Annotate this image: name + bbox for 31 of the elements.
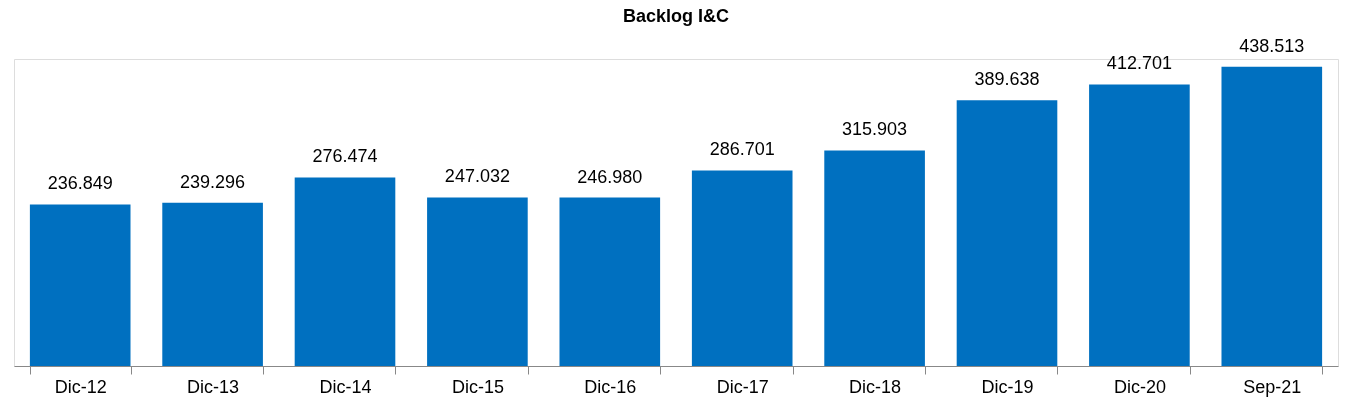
bar: [956, 100, 1058, 366]
data-label: 236.849: [47, 173, 113, 194]
bar: [427, 197, 528, 366]
data-label: 239.296: [180, 171, 246, 192]
data-label: 286.701: [709, 139, 775, 160]
data-label: 389.638: [974, 69, 1040, 90]
bar: [1089, 84, 1190, 366]
data-label: 246.980: [577, 166, 643, 187]
x-tick-label: Dic-20: [1113, 376, 1166, 397]
bar: [162, 202, 263, 366]
data-label: 276.474: [312, 146, 378, 167]
x-tick-label: Dic-19: [981, 376, 1034, 397]
x-tick-label: Dic-12: [54, 376, 107, 397]
x-tick-label: Dic-15: [451, 376, 504, 397]
bar: [1221, 66, 1323, 366]
x-tick-label: Dic-14: [319, 376, 372, 397]
bar: [294, 177, 396, 366]
data-label: 247.032: [444, 166, 510, 187]
x-tick-label: Dic-17: [716, 376, 769, 397]
bar: [559, 197, 661, 366]
x-tick-label: Sep-21: [1243, 376, 1302, 397]
x-tick-label: Dic-13: [187, 376, 240, 397]
data-label: 412.701: [1106, 53, 1172, 74]
bar: [824, 150, 925, 366]
data-label: 438.513: [1239, 35, 1305, 56]
chart-title: Backlog I&C: [622, 5, 730, 26]
bar: [29, 204, 131, 366]
data-label: 315.903: [842, 119, 908, 140]
bar: [691, 170, 793, 366]
x-tick-label: Dic-18: [849, 376, 902, 397]
x-tick-label: Dic-16: [584, 376, 637, 397]
